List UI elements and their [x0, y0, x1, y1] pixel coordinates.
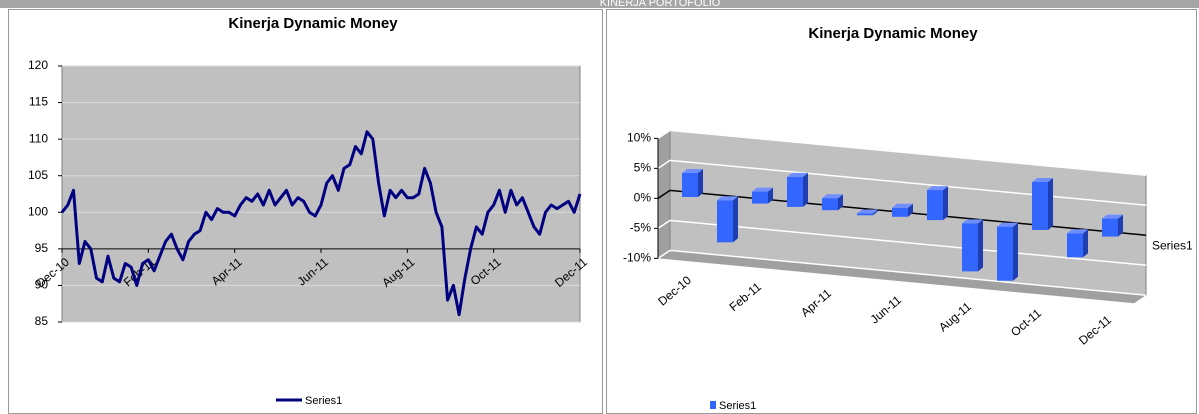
- bar-side: [1048, 178, 1053, 230]
- bar-side: [908, 203, 913, 217]
- grid-line: [657, 249, 1147, 296]
- bar: [962, 223, 978, 272]
- y-tick-label: 10%: [627, 131, 651, 145]
- y-tick-label: 120: [28, 58, 48, 72]
- bar-top: [962, 219, 983, 224]
- bar: [822, 198, 838, 211]
- plot-area: [61, 65, 581, 323]
- bar: [752, 191, 768, 204]
- bar-top: [997, 222, 1018, 227]
- bar: [1102, 218, 1118, 237]
- y-tick-label: 105: [28, 168, 48, 182]
- bar-top: [1067, 229, 1088, 234]
- bar-side: [1118, 214, 1123, 237]
- bar: [892, 207, 908, 217]
- bar-top: [927, 186, 948, 191]
- grid-line: [657, 189, 1147, 236]
- bar: [1032, 182, 1048, 230]
- y-tick-label: 5%: [634, 161, 652, 175]
- y-tick-label: 95: [35, 241, 49, 255]
- bar-side: [978, 219, 983, 272]
- bar-top: [787, 172, 808, 177]
- bar: [787, 176, 803, 207]
- chart-title: Kinerja Dynamic Money: [228, 15, 398, 32]
- bar-top: [892, 203, 913, 208]
- y-tick-label: 110: [29, 131, 48, 145]
- y-tick-label: 100: [28, 204, 48, 218]
- bar: [997, 226, 1013, 281]
- series-line: [60, 130, 582, 317]
- bar-side: [1013, 222, 1018, 281]
- bar-top: [1032, 178, 1053, 182]
- bar-side: [838, 194, 843, 211]
- y-tick-label: 0%: [634, 191, 652, 205]
- y-tick-label: 115: [29, 95, 48, 109]
- bar-side: [943, 186, 948, 221]
- y-tick-label: 85: [35, 314, 49, 328]
- bar-side: [1083, 229, 1088, 258]
- y-tick-label: -5%: [630, 221, 652, 235]
- bar-side: [733, 196, 738, 243]
- bar: [1067, 233, 1083, 258]
- bar: [927, 190, 943, 221]
- series-axis-label: Series1: [1152, 238, 1193, 252]
- legend-label: Series1: [305, 395, 342, 407]
- header-bar: [0, 0, 1199, 8]
- grid-line: [657, 159, 1147, 206]
- bar-top: [1102, 214, 1123, 219]
- header-title: KINERJA PORTOFOLIO: [600, 0, 721, 9]
- bar: [857, 213, 873, 216]
- bar-top: [857, 209, 878, 214]
- grid-line: [657, 219, 1147, 266]
- bar-top: [822, 194, 843, 199]
- floor: [658, 250, 1146, 304]
- legend-label: Series1: [719, 400, 756, 412]
- bar: [682, 173, 698, 197]
- bar-side: [873, 209, 878, 216]
- bar-side: [698, 169, 703, 197]
- bar: [717, 200, 733, 243]
- grid-line: [657, 129, 1147, 176]
- chart-title: Kinerja Dynamic Money: [808, 25, 978, 42]
- legend-swatch: [710, 401, 716, 409]
- bar-side: [768, 187, 773, 204]
- bar-top: [717, 196, 738, 201]
- bar-side: [803, 172, 808, 207]
- bar-top: [752, 187, 773, 192]
- bar-top: [682, 169, 703, 173]
- y-tick-label: 90: [35, 278, 49, 292]
- y-tick-label: -10%: [623, 251, 651, 265]
